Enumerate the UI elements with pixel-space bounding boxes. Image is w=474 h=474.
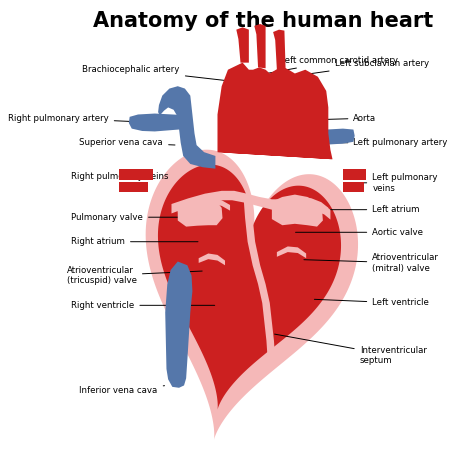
Polygon shape: [158, 86, 215, 169]
Text: Left ventricle: Left ventricle: [314, 299, 429, 308]
Text: Inferior vena cava: Inferior vena cava: [80, 386, 164, 395]
Polygon shape: [280, 197, 328, 213]
Polygon shape: [165, 262, 192, 388]
Polygon shape: [272, 195, 323, 227]
Text: Interventricular
septum: Interventricular septum: [274, 334, 427, 365]
Polygon shape: [244, 196, 275, 359]
Polygon shape: [273, 30, 286, 71]
Text: Left subclavian artery: Left subclavian artery: [292, 59, 428, 76]
Text: Right pulmonary veins: Right pulmonary veins: [71, 172, 169, 181]
Text: Left common carotid artery: Left common carotid artery: [264, 56, 398, 74]
Polygon shape: [158, 164, 341, 410]
Text: Left pulmonary
veins: Left pulmonary veins: [350, 173, 438, 192]
Text: Pulmonary valve: Pulmonary valve: [71, 213, 206, 222]
Text: Right atrium: Right atrium: [71, 237, 198, 246]
Polygon shape: [178, 198, 222, 227]
Text: Brachiocephalic artery: Brachiocephalic artery: [82, 65, 231, 81]
Text: Anatomy of the human heart: Anatomy of the human heart: [93, 11, 434, 31]
Polygon shape: [146, 150, 358, 440]
Polygon shape: [254, 24, 265, 68]
Polygon shape: [237, 27, 249, 63]
Polygon shape: [343, 169, 366, 180]
Text: Right ventricle: Right ventricle: [71, 301, 215, 310]
Text: Superior vena cava: Superior vena cava: [80, 138, 175, 147]
Text: Left pulmonary artery: Left pulmonary artery: [325, 138, 448, 147]
Text: Right pulmonary artery: Right pulmonary artery: [8, 114, 183, 124]
Polygon shape: [129, 114, 190, 131]
Text: Aorta: Aorta: [304, 114, 376, 123]
Polygon shape: [305, 128, 355, 145]
Polygon shape: [172, 191, 330, 219]
Text: Atrioventricular
(tricuspid) valve: Atrioventricular (tricuspid) valve: [67, 266, 202, 285]
Polygon shape: [178, 198, 230, 212]
Polygon shape: [277, 246, 306, 258]
Polygon shape: [218, 63, 332, 159]
Polygon shape: [199, 254, 225, 265]
Text: Atrioventricular
(mitral) valve: Atrioventricular (mitral) valve: [304, 253, 439, 273]
Polygon shape: [119, 169, 153, 180]
Text: Left atrium: Left atrium: [317, 205, 420, 214]
Polygon shape: [343, 182, 364, 192]
Polygon shape: [119, 182, 148, 192]
Text: Aortic valve: Aortic valve: [296, 228, 423, 237]
